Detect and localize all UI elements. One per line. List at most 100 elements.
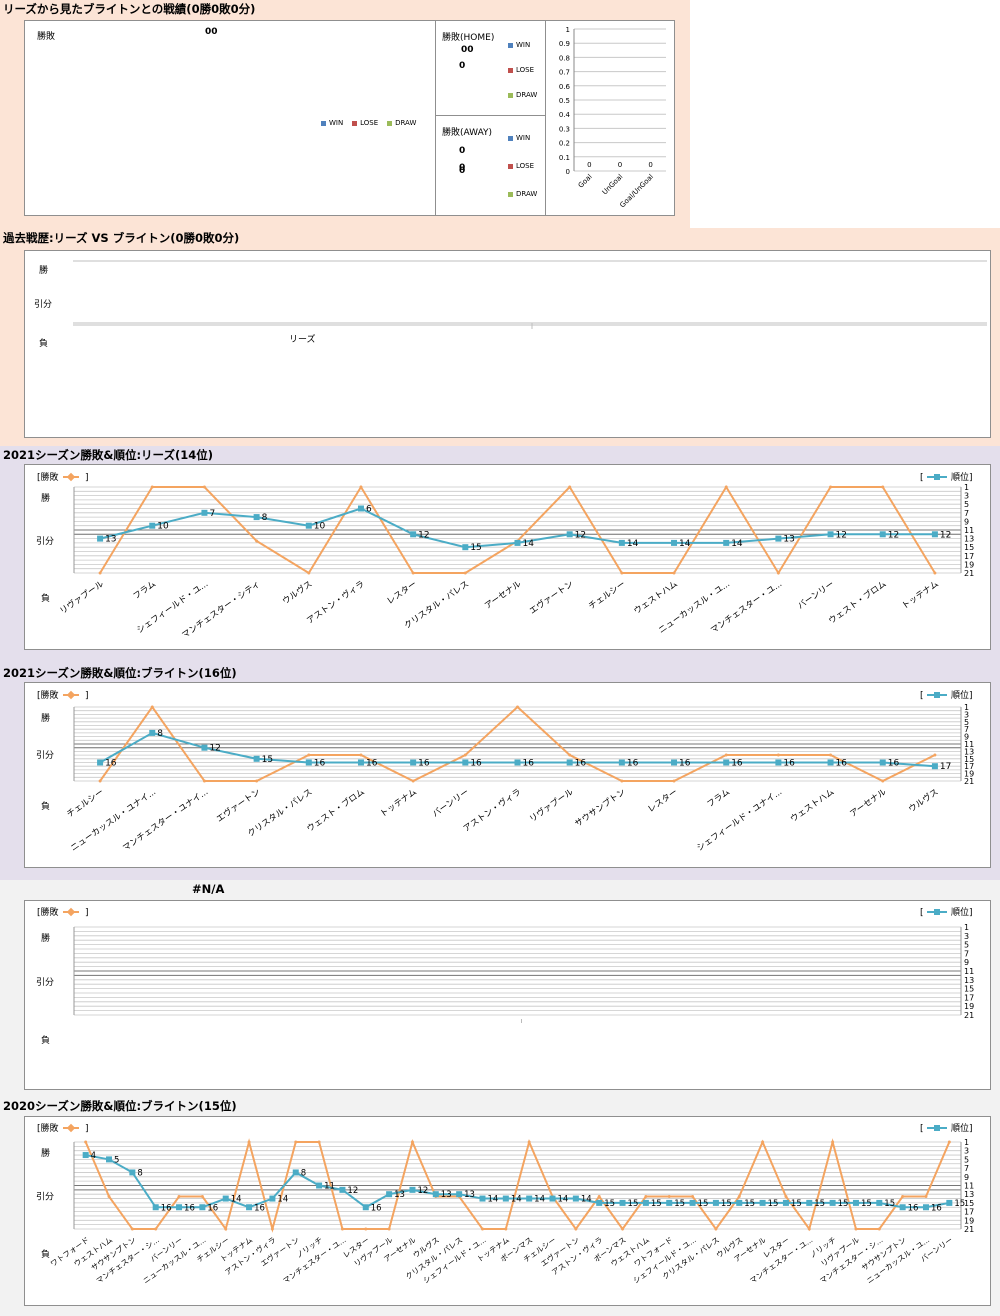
result-point bbox=[924, 1195, 928, 1198]
rank-data-label: 16 bbox=[931, 1203, 942, 1213]
legend-rank-label: 順位] bbox=[951, 1122, 973, 1134]
rank-data-label: 10 bbox=[157, 522, 169, 532]
legend-draw-swatch bbox=[508, 191, 513, 197]
legend-lose: LOSE bbox=[516, 66, 535, 74]
result-point bbox=[597, 1195, 601, 1198]
goal-bar-value: 0 bbox=[618, 161, 622, 169]
result-point bbox=[933, 571, 937, 575]
rank-point bbox=[572, 1195, 579, 1202]
rank-point bbox=[514, 759, 521, 766]
pie-away-legend-lose: LOSE bbox=[508, 162, 534, 170]
rank-point bbox=[618, 759, 625, 766]
rank-point bbox=[876, 1199, 883, 1206]
result-label-win: 勝 bbox=[41, 1147, 50, 1159]
rank-data-label: 15 bbox=[861, 1199, 872, 1209]
x-category-label: サウサンプトン bbox=[573, 787, 627, 829]
rank-data-label: 8 bbox=[301, 1168, 306, 1178]
rank-point bbox=[432, 1191, 439, 1198]
result-point bbox=[247, 1140, 251, 1144]
rank-point bbox=[357, 505, 364, 512]
rank-tick-label: 11 bbox=[964, 526, 974, 535]
result-label-draw: 引分 bbox=[36, 536, 54, 547]
x-category-label: ウルヴス bbox=[280, 578, 314, 607]
legend-result-marker bbox=[66, 907, 76, 917]
rank-tick-label: 9 bbox=[964, 1173, 969, 1182]
legend-rank-open: [ bbox=[920, 908, 924, 918]
rank-point bbox=[759, 1199, 766, 1206]
rank-tick-label: 7 bbox=[964, 509, 969, 518]
goal-bar-svg: 1 0.9 0.8 0.7 0.6 0.5 0.4 0.3 0.2 0.1 0 0 Goal 0 UnGoa… bbox=[559, 26, 666, 209]
legend-rank-label: 順位] bbox=[951, 689, 973, 701]
result-point bbox=[644, 1195, 648, 1198]
result-point bbox=[829, 485, 833, 489]
rank-data-label: 15 bbox=[698, 1199, 709, 1209]
rank-point bbox=[479, 1195, 486, 1202]
rank-point bbox=[642, 1199, 649, 1206]
rank-data-label: 14 bbox=[231, 1195, 242, 1205]
rank-data-label: 4 bbox=[91, 1151, 96, 1161]
rank-tick-label: 15 bbox=[964, 1199, 974, 1208]
legend-draw: DRAW bbox=[395, 119, 417, 127]
legend-result-close: ] bbox=[85, 908, 89, 918]
result-series-line bbox=[84, 1138, 951, 1233]
result-point bbox=[881, 779, 885, 783]
result-point bbox=[620, 779, 624, 783]
rank-point bbox=[305, 522, 312, 529]
rank-point bbox=[526, 1195, 533, 1202]
result-point bbox=[620, 571, 624, 575]
result-label-lose: 負 bbox=[41, 592, 50, 604]
legend-draw-swatch bbox=[387, 120, 393, 126]
goal-y-tick: 0.9 bbox=[559, 40, 570, 48]
rank-tick-label: 11 bbox=[964, 1182, 974, 1191]
result-label-lose: 負 bbox=[41, 800, 50, 812]
result-point bbox=[177, 1195, 181, 1198]
rank-data-label: 12 bbox=[417, 1186, 428, 1196]
section6-title: 2020シーズン勝敗&順位:ブライトン(15位) bbox=[3, 1099, 237, 1113]
history-x-label: リーズ bbox=[289, 335, 316, 345]
pie-away-legend-draw: DRAW bbox=[508, 190, 537, 198]
brighton-2020-chart: [勝敗][順位] 1 3 5 7 9 11 13 15 17 19 21 勝引分負 4 5 8 16 16 16 14… bbox=[24, 1116, 991, 1306]
result-point bbox=[761, 1140, 765, 1144]
x-category-label: アストン・ヴィラ bbox=[461, 786, 523, 834]
result-point bbox=[150, 485, 154, 489]
legend-result-bracket: [勝敗 bbox=[37, 471, 59, 483]
rank-point bbox=[82, 1152, 89, 1159]
rank-tick-label: 19 bbox=[964, 1216, 974, 1225]
pie-away-chart: 勝敗(AWAY) 0 0 0 WIN LOSE DRAW bbox=[435, 115, 547, 216]
pie-away-value3: 0 bbox=[459, 166, 466, 176]
section3-title: 2021シーズン勝敗&順位:リーズ(14位) bbox=[3, 448, 213, 462]
rank-data-label: 16 bbox=[575, 759, 587, 769]
legend-result-close: ] bbox=[85, 473, 89, 483]
goal-x-label: UnGoal bbox=[601, 173, 625, 197]
rank-data-label: 14 bbox=[558, 1195, 569, 1205]
history-chart: 勝 引分 負 リーズ bbox=[24, 250, 991, 438]
rank-data-label: 14 bbox=[581, 1195, 592, 1205]
legend-result-bracket: [勝敗 bbox=[37, 689, 59, 701]
x-category-label: バーンリー bbox=[796, 579, 836, 611]
history-label-win: 勝 bbox=[39, 266, 49, 276]
x-category-label: トッテナム bbox=[900, 579, 940, 611]
legend-lose-swatch bbox=[352, 120, 358, 126]
legend-lose-swatch bbox=[508, 163, 513, 169]
x-category-label: チェルシー bbox=[65, 787, 106, 820]
rank-point bbox=[566, 531, 573, 538]
rank-point bbox=[931, 531, 938, 538]
brighton-2021-chart: [勝敗][順位] 1 3 5 7 9 11 13 15 17 19 21 勝引分負 16 8 12 15 16 16… bbox=[24, 682, 991, 868]
rank-data-label: 5 bbox=[114, 1155, 119, 1165]
pie-main-label: 勝敗 bbox=[37, 32, 56, 42]
x-category-label: アーセナル bbox=[848, 787, 889, 820]
rank-data-label: 13 bbox=[441, 1190, 452, 1200]
pie-main-legend: WIN LOSE DRAW bbox=[321, 119, 416, 127]
rank-data-label: 12 bbox=[347, 1186, 358, 1196]
rank-point bbox=[549, 1195, 556, 1202]
rank-tick-label: 3 bbox=[964, 710, 969, 719]
result-point bbox=[516, 705, 519, 709]
rank-data-label: 8 bbox=[157, 729, 163, 739]
rank-point bbox=[502, 1195, 509, 1202]
goal-y-tick: 0.6 bbox=[559, 83, 571, 91]
rank-tick-label: 21 bbox=[964, 569, 974, 578]
x-category-label: リヴァプール bbox=[527, 786, 575, 825]
